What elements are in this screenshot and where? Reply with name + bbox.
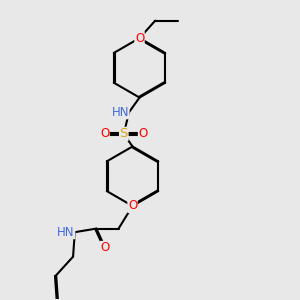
- Text: O: O: [138, 128, 148, 140]
- Text: O: O: [100, 128, 109, 140]
- Text: HN: HN: [112, 106, 129, 119]
- Text: O: O: [100, 242, 109, 254]
- Text: O: O: [128, 200, 137, 212]
- Text: HN: HN: [57, 226, 75, 239]
- Text: S: S: [120, 128, 128, 140]
- Text: O: O: [135, 32, 144, 45]
